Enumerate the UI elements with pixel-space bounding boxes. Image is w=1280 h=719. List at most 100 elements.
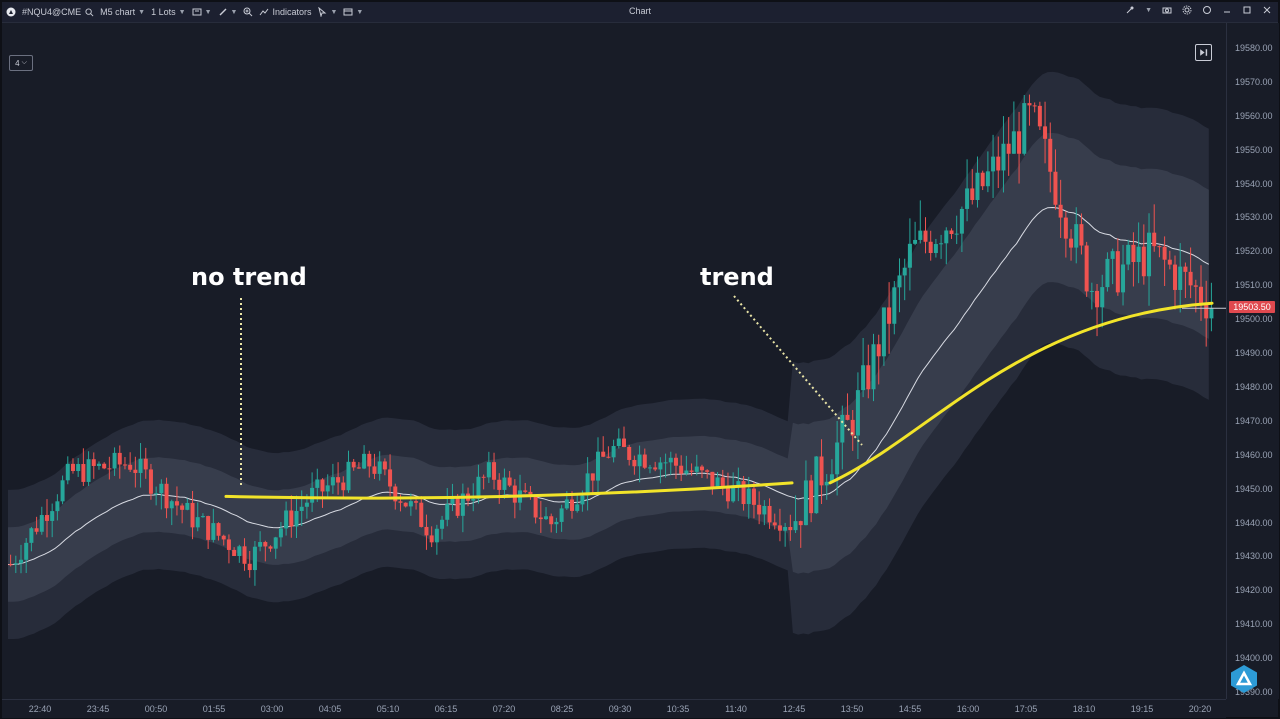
time-axis-label: 01:55: [202, 704, 226, 714]
price-axis-label: 19390.00: [1235, 687, 1273, 697]
time-axis-label: 05:10: [376, 704, 400, 714]
candle-body: [1173, 264, 1178, 290]
pin-icon[interactable]: [1125, 5, 1135, 15]
candle-body: [596, 451, 601, 481]
price-axis[interactable]: 19580.00 19570.00 19560.00 19550.00 19540.00…: [1226, 23, 1279, 699]
candle-body: [1043, 126, 1048, 139]
candle-body: [159, 483, 164, 494]
candle-body: [34, 528, 39, 532]
candle-body: [211, 523, 216, 540]
candle-body: [959, 208, 964, 234]
chevron-down-icon: ▼: [204, 8, 212, 16]
candle-body: [96, 463, 101, 466]
candle-body: [829, 474, 834, 482]
candle-body: [102, 463, 107, 469]
time-axis-label: 06:15: [434, 704, 458, 714]
candle-body: [965, 188, 970, 209]
candle-body: [544, 516, 549, 520]
lots-dropdown[interactable]: 1 Lots ▼: [151, 7, 185, 17]
camera-icon[interactable]: [1162, 5, 1172, 15]
candle-body: [803, 480, 808, 526]
chevron-down-icon: ▼: [356, 8, 364, 16]
candle-body: [913, 239, 918, 244]
price-axis-label: 19580.00: [1235, 43, 1273, 53]
go-to-latest-button[interactable]: [1195, 44, 1212, 61]
maximize-icon[interactable]: [1242, 5, 1252, 15]
candle-body: [814, 456, 819, 514]
candle-body: [824, 481, 829, 486]
candle-body: [200, 516, 205, 518]
link-icon[interactable]: [1202, 5, 1212, 15]
candle-body: [367, 453, 372, 467]
candle-body: [44, 515, 49, 521]
candle-body: [232, 549, 237, 557]
candle-body: [881, 307, 886, 357]
candle-body: [694, 466, 699, 472]
candle-body: [1063, 217, 1068, 239]
candle-body: [928, 241, 933, 254]
candle-body: [793, 521, 798, 531]
zoom-button[interactable]: [243, 7, 253, 17]
price-chart[interactable]: [2, 23, 1226, 699]
timeframe-dropdown[interactable]: M5 chart ▼: [100, 7, 145, 17]
candle-body: [720, 477, 725, 486]
cursor-mode-button[interactable]: ▼: [317, 7, 337, 17]
candle-body: [725, 485, 730, 502]
candle-body: [169, 501, 174, 509]
candle-body: [699, 466, 704, 471]
candle-body: [985, 171, 990, 187]
settings-icon[interactable]: [1182, 5, 1192, 15]
candle-body: [673, 457, 678, 466]
candle-body: [206, 516, 211, 540]
price-axis-label: 19440.00: [1235, 517, 1273, 528]
drawing-tools-button[interactable]: ▼: [218, 7, 237, 17]
timeframe-label: M5 chart: [100, 7, 136, 17]
candle-body: [1058, 204, 1063, 218]
close-icon[interactable]: [1262, 5, 1272, 15]
candle-body: [653, 467, 658, 470]
candle-body: [590, 473, 595, 481]
candle-body: [1147, 232, 1152, 277]
chevron-down-icon: ⌵: [21, 59, 27, 66]
candle-body: [362, 453, 367, 469]
candle-body: [621, 438, 626, 447]
candle-body: [1204, 304, 1209, 319]
candle-body: [419, 502, 424, 527]
chart-style-button[interactable]: ▼: [192, 7, 212, 17]
candle-body: [1183, 266, 1188, 272]
candle-body: [315, 479, 320, 488]
time-axis-label: 19:15: [1130, 704, 1154, 714]
candle-body: [876, 344, 881, 357]
candle-body: [575, 504, 580, 511]
candle-body: [606, 456, 611, 458]
candle-body: [902, 267, 907, 276]
candle-body: [1167, 259, 1172, 265]
candle-body: [180, 505, 185, 510]
candle-body: [346, 461, 351, 491]
symbol-label: #NQU4@CME: [22, 7, 82, 17]
chart-plot-area[interactable]: 4 ⌵ no trend trend: [2, 23, 1226, 699]
candle-body: [55, 501, 60, 512]
time-axis-label: 16:00: [956, 704, 980, 714]
symbol-selector[interactable]: #NQU4@CME: [22, 7, 94, 17]
window-icon: [343, 7, 353, 17]
indicators-button[interactable]: Indicators: [259, 7, 311, 17]
candle-body: [715, 477, 720, 488]
candle-body: [8, 564, 13, 566]
candle-body: [440, 519, 445, 529]
candle-body: [398, 501, 403, 503]
minimize-icon[interactable]: [1222, 5, 1232, 15]
time-axis[interactable]: 22:40 23:45 00:50 01:55 03:00 04:05 05:10 06:15…: [2, 699, 1226, 718]
time-axis-label: 17:05: [1014, 704, 1038, 714]
candle-body: [1131, 244, 1136, 263]
zoom-level-selector[interactable]: 4 ⌵: [9, 55, 33, 71]
candle-body: [252, 546, 257, 571]
candle-body: [907, 243, 912, 268]
chevron-down-icon[interactable]: ▼: [1145, 6, 1152, 14]
candle-body: [616, 438, 621, 447]
candle-body: [460, 493, 465, 516]
no-trend-line: [224, 481, 794, 500]
candle-body: [783, 526, 788, 531]
window-layout-button[interactable]: ▼: [343, 7, 363, 17]
